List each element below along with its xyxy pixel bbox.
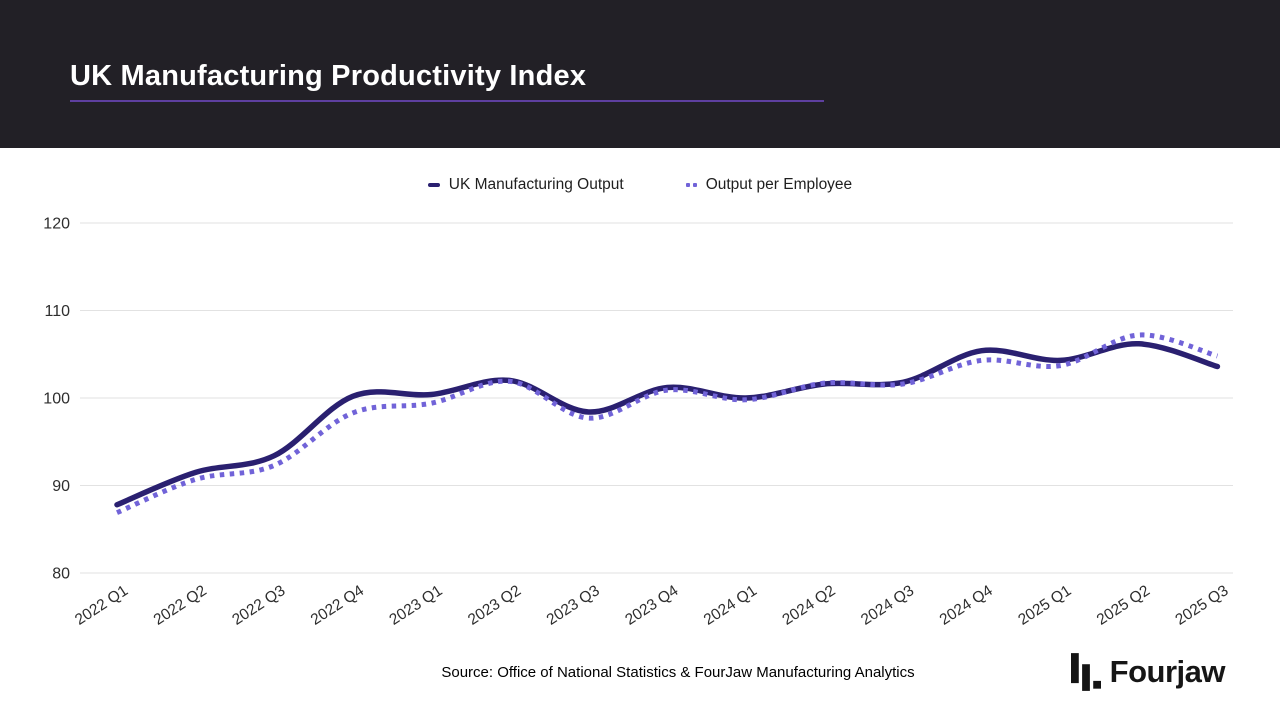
x-axis-tick-label: 2024 Q1 — [701, 582, 760, 629]
page-title: UK Manufacturing Productivity Index — [70, 60, 587, 92]
x-axis-tick-label: 2022 Q2 — [151, 582, 210, 629]
x-axis-tick-label: 2024 Q4 — [937, 582, 996, 629]
x-axis-tick-label: 2023 Q4 — [622, 582, 681, 629]
x-axis-tick-label: 2023 Q1 — [386, 582, 445, 629]
legend-label: UK Manufacturing Output — [448, 176, 624, 193]
x-axis-tick-label: 2023 Q3 — [544, 582, 603, 629]
output-per-employee-line — [116, 332, 1219, 515]
x-axis-tick-label: 2025 Q1 — [1015, 582, 1074, 629]
x-axis-tick-label: 2022 Q1 — [72, 582, 131, 629]
dotted-line-marker-icon — [685, 183, 697, 187]
title-underline — [70, 100, 824, 102]
uk-manufacturing-output-line — [114, 341, 1221, 508]
legend-label: Output per Employee — [705, 176, 853, 193]
y-axis-tick-label: 120 — [43, 216, 70, 233]
x-axis-tick-label: 2022 Q4 — [308, 582, 367, 629]
y-axis-tick-label: 90 — [52, 478, 70, 495]
y-axis-tick-label: 80 — [52, 566, 70, 583]
x-axis-tick-label: 2023 Q2 — [465, 582, 524, 629]
fourjaw-logo: Fourjaw — [1070, 653, 1226, 691]
x-axis-tick-label: 2025 Q3 — [1172, 582, 1231, 629]
y-axis-tick-label: 110 — [44, 303, 70, 320]
productivity-line-chart: 80 90 100 110 120 2022 Q1 2022 Q2 2022 Q3 2022 Q… — [43, 216, 1233, 629]
chart-legend: UK Manufacturing Output Output per Emplo… — [0, 176, 1280, 194]
x-axis-tick-label: 2025 Q2 — [1094, 582, 1153, 629]
x-axis-tick-label: 2022 Q3 — [229, 582, 288, 629]
fourjaw-logo-text: Fourjaw — [1109, 654, 1226, 689]
x-axis-tick-label: 2024 Q2 — [779, 582, 838, 629]
header-bar: UK Manufacturing Productivity Index — [0, 0, 1280, 148]
solid-line-marker-icon — [427, 183, 440, 187]
source-attribution: Source: Office of National Statistics & … — [441, 664, 915, 681]
x-axis-tick-label: 2024 Q3 — [858, 582, 917, 629]
fourjaw-logo-icon — [1070, 653, 1101, 691]
y-axis-tick-label: 100 — [43, 391, 70, 408]
legend-item-employee[interactable]: Output per Employee — [685, 176, 853, 194]
legend-item-output[interactable]: UK Manufacturing Output — [427, 176, 624, 194]
